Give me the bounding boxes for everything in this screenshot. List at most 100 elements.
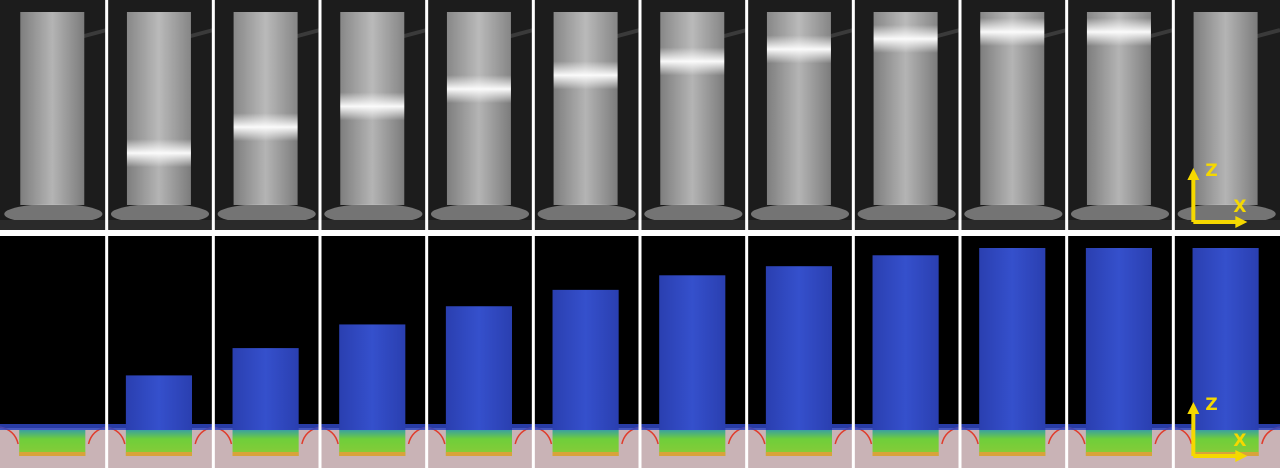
bath-meniscus [4, 204, 103, 224]
experiment-photo-row [0, 0, 1280, 230]
bath-base [746, 220, 854, 230]
bath-base [1066, 220, 1174, 230]
blue-film [1085, 248, 1152, 430]
blue-film [765, 266, 832, 430]
green-region [339, 430, 406, 456]
photo-panel [853, 0, 961, 230]
orange-edge [765, 452, 832, 456]
z-arrowhead [1187, 168, 1200, 180]
photo-panel [1066, 0, 1174, 230]
green-region [659, 430, 726, 456]
bright-band [126, 139, 191, 168]
photo-panel [960, 0, 1068, 230]
simulation-row [0, 236, 1280, 468]
simulation-panel [1173, 236, 1280, 468]
simulation-panel [853, 236, 961, 468]
simulation-panel [213, 236, 321, 468]
coated-region [340, 12, 405, 107]
green-region [1085, 430, 1152, 456]
x-axis-label: X [1233, 197, 1246, 217]
green-region [1192, 430, 1259, 456]
orange-edge [339, 452, 406, 456]
bright-band [1086, 18, 1151, 46]
blue-film [872, 255, 939, 430]
orange-edge [979, 452, 1046, 456]
green-region [125, 430, 192, 456]
simulation-panel [959, 236, 1067, 468]
simulation-panel [106, 236, 214, 468]
orange-edge [659, 452, 726, 456]
photo-panel [746, 0, 854, 230]
bath-base [213, 220, 320, 230]
bath-base [853, 220, 960, 230]
coated-region [126, 12, 191, 154]
substrate-strip [1193, 12, 1258, 205]
photo-panel [640, 0, 748, 230]
bath-meniscus [1177, 204, 1276, 224]
bath-meniscus [110, 204, 210, 224]
green-region [19, 430, 86, 456]
bright-band [873, 24, 938, 53]
photo-panel [533, 0, 641, 230]
bright-band [340, 92, 405, 121]
simulation-panel [426, 236, 534, 468]
simulation-panel [0, 236, 107, 468]
z-axis-label: Z [1205, 395, 1217, 415]
blue-film [659, 275, 726, 430]
photo-panel [0, 0, 108, 230]
green-region [445, 430, 512, 456]
bright-band [980, 18, 1045, 46]
green-region [552, 430, 619, 456]
blue-film [445, 306, 512, 430]
bath-base [426, 220, 534, 230]
z-arrowhead [1187, 402, 1200, 414]
bath-base [960, 220, 1067, 230]
bath-meniscus [430, 204, 530, 224]
substrate-strip [553, 12, 618, 205]
axis-glyph-photo: ZX [1187, 161, 1248, 228]
blue-film [232, 348, 299, 430]
green-region [872, 430, 939, 456]
photo-panel [320, 0, 428, 230]
photo-panel [1173, 0, 1280, 230]
orange-edge [872, 452, 939, 456]
orange-edge [125, 452, 192, 456]
blue-film [339, 324, 406, 430]
simulation-panel [533, 236, 641, 468]
simulation-panel [1066, 236, 1174, 468]
orange-edge [232, 452, 299, 456]
blue-film [125, 375, 192, 430]
x-arrowhead [1235, 450, 1248, 462]
photo-panel [426, 0, 534, 230]
bath-meniscus [1070, 204, 1170, 224]
blue-film [552, 289, 619, 430]
coated-region [233, 12, 298, 128]
bath-meniscus [857, 204, 956, 224]
bath-base [640, 220, 747, 230]
horizontal-divider [0, 230, 1280, 236]
substrate-strip [126, 12, 191, 205]
bath-base [320, 220, 427, 230]
substrate-strip [446, 12, 511, 205]
substrate-strip [233, 12, 298, 205]
orange-edge [445, 452, 512, 456]
x-axis-label: X [1233, 431, 1246, 451]
blue-film [979, 248, 1046, 430]
orange-edge [552, 452, 619, 456]
bright-band [553, 61, 618, 90]
substrate-strip [660, 12, 725, 205]
orange-edge [1085, 452, 1152, 456]
sim-bath-surface [0, 424, 107, 430]
blue-film [1192, 248, 1259, 430]
bright-band [766, 35, 831, 64]
bath-base [1173, 220, 1280, 230]
orange-edge [19, 452, 86, 456]
bright-band [660, 47, 725, 76]
bath-meniscus [644, 204, 743, 224]
bath-meniscus [324, 204, 423, 224]
simulation-panel [746, 236, 854, 468]
bath-meniscus [964, 204, 1063, 224]
green-region [979, 430, 1046, 456]
bath-meniscus [217, 204, 316, 224]
